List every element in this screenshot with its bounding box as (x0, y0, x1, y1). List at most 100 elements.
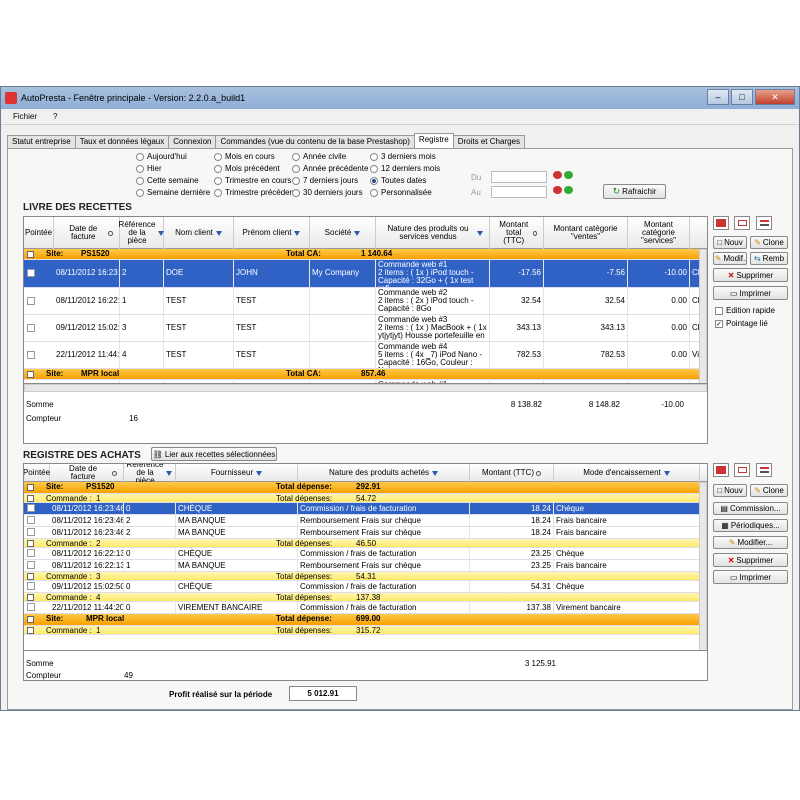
export-icon[interactable] (713, 216, 729, 230)
recettes-supprimer-button[interactable]: ✕ Supprimer (713, 268, 788, 282)
achats-periodiques-button[interactable]: ▦ Périodiques... (713, 519, 788, 532)
recettes-col-header-6[interactable]: Nature des produits ou services vendus (376, 217, 490, 249)
period-radio-col2-1[interactable]: Mois précédent (214, 164, 280, 173)
row-checkbox[interactable] (27, 603, 35, 611)
table-row[interactable]: 08/11/2012 16:22:13 1 MA BANQUE Rembourseme… (24, 560, 707, 572)
filter-icon[interactable] (256, 470, 263, 476)
table-row[interactable]: 08/11/2012 16:22:13 0 CHÈQUE Commission / f… (24, 548, 707, 560)
recettes-site-group[interactable]: Site: MPR local Total CA: 857.46 (24, 369, 707, 380)
tab-taux[interactable]: Taux et données légaux (74, 135, 170, 148)
collapse-icon[interactable] (27, 616, 34, 623)
menu-help[interactable]: ? (53, 112, 58, 121)
recettes-modif-button[interactable]: ✎ Modif. (713, 252, 747, 265)
achats-commande-group[interactable]: Commande : 1 Total dépenses: 54.72 (24, 494, 707, 503)
row-checkbox[interactable] (27, 528, 35, 536)
columns-icon[interactable] (734, 216, 750, 230)
edition-rapide-checkbox[interactable]: Edition rapide (715, 306, 775, 315)
achats-col-header-3[interactable]: Fournisseur (176, 464, 298, 482)
collapse-icon[interactable] (27, 484, 34, 491)
recettes-remb-button[interactable]: ⇆ Remb (750, 252, 788, 265)
table-row[interactable]: 08/11/2012 16:23:46 0 CHÈQUE Commission / f… (24, 503, 707, 515)
radio-circle[interactable] (214, 164, 222, 173)
recettes-col-header-1[interactable]: Date de facture (54, 217, 120, 249)
pointage-lie-checkbox[interactable]: ✓ Pointage lié (715, 319, 768, 328)
search-icon[interactable] (536, 470, 541, 476)
recettes-col-header-9[interactable]: Montant catégorie "services" (628, 217, 690, 249)
period-radio-col3-1[interactable]: Année précédente (292, 164, 368, 173)
table-row[interactable]: 09/11/2012 15:02:503TESTTESTCommande web… (24, 315, 707, 342)
table-row[interactable]: 09/11/2012 15:02:50 0 CHÈQUE Commission / f… (24, 581, 707, 593)
radio-circle[interactable] (370, 176, 378, 185)
recettes-col-header-8[interactable]: Montant catégorie "ventes" (544, 217, 628, 249)
tab-commandes[interactable]: Commandes (vue du contenu de la base Pre… (215, 135, 415, 148)
recettes-imprimer-button[interactable]: ▭ Imprimer (713, 286, 788, 300)
period-radio-col1-2[interactable]: Cette semaine (136, 176, 199, 185)
table-row[interactable]: 22/11/2012 11:44:204TESTTESTCommande web… (24, 342, 707, 369)
collapse-icon[interactable] (27, 495, 34, 502)
collapse-icon[interactable] (27, 627, 34, 634)
table-row[interactable]: 10/09/2008 15:30:441DOEJOHNMy CompanyCom… (24, 380, 707, 383)
period-radio-col4-1[interactable]: 12 derniers mois (370, 164, 440, 173)
filter-icon[interactable] (158, 230, 165, 236)
radio-circle[interactable] (370, 188, 378, 197)
table-row[interactable]: 08/11/2012 16:23:46 2 MA BANQUE Rembourseme… (24, 515, 707, 527)
period-radio-col2-3[interactable]: Trimestre précéden (214, 188, 294, 197)
radio-circle[interactable] (136, 152, 144, 161)
tab-registre[interactable]: Registre (413, 133, 454, 148)
radio-circle[interactable] (292, 164, 300, 173)
achats-col-header-0[interactable]: Pointée (24, 464, 50, 482)
radio-circle[interactable] (292, 188, 300, 197)
search-icon[interactable] (108, 230, 113, 236)
lier-recettes-button[interactable]: ⛓ Lier aux recettes sélectionnées (151, 447, 277, 461)
radio-circle[interactable] (370, 152, 378, 161)
search-icon[interactable] (112, 470, 117, 476)
achats-commande-group[interactable]: Commande : 3 Total dépenses: 54.31 (24, 572, 707, 581)
table-row[interactable]: 08/11/2012 16:23:46 2 MA BANQUE Rembourseme… (24, 527, 707, 539)
achats-columns-icon[interactable] (734, 463, 750, 477)
achats-col-header-5[interactable]: Montant (TTC) (470, 464, 554, 482)
table-row[interactable]: 08/11/2012 16:23:462DOEJOHNMy CompanyCom… (24, 260, 707, 288)
row-checkbox[interactable] (27, 323, 35, 332)
achats-nouv-button[interactable]: □ Nouv (713, 484, 747, 497)
recettes-col-header-0[interactable]: Pointée (24, 217, 54, 249)
date-to-input[interactable] (491, 186, 547, 198)
achats-imprimer-button[interactable]: ▭ Imprimer (713, 570, 788, 584)
recettes-col-header-2[interactable]: Référence de la pièce (119, 217, 165, 249)
row-checkbox[interactable] (27, 350, 35, 359)
recettes-nouv-button[interactable]: □ Nouv (713, 236, 747, 249)
period-radio-col4-3[interactable]: Personnalisée (370, 188, 432, 197)
search-icon[interactable] (533, 230, 537, 236)
achats-col-header-1[interactable]: Date de facture (50, 464, 124, 482)
radio-circle[interactable] (292, 152, 300, 161)
row-checkbox[interactable] (27, 296, 35, 305)
filter-icon[interactable] (663, 470, 670, 476)
period-radio-col3-0[interactable]: Année civile (292, 152, 346, 161)
recettes-h-scrollbar[interactable] (24, 384, 707, 392)
period-radio-col4-0[interactable]: 3 derniers mois (370, 152, 436, 161)
tab-connexion[interactable]: Connexion (168, 135, 217, 148)
period-radio-col4-2[interactable]: Toutes dates (370, 176, 426, 185)
recettes-site-group[interactable]: Site: PS1520 Total CA: 1 140.64 (24, 249, 707, 260)
achats-modifier-button[interactable]: ✎ Modifier... (713, 536, 788, 549)
achats-site-group[interactable]: Site: PS1520 Total dépense: 292.91 (24, 482, 707, 494)
period-radio-col1-0[interactable]: Aujourd'hui (136, 152, 187, 161)
filter-list-icon[interactable] (756, 216, 772, 230)
radio-circle[interactable] (214, 188, 222, 197)
period-radio-col1-1[interactable]: Hier (136, 164, 162, 173)
radio-circle[interactable] (214, 176, 222, 185)
achats-commande-group[interactable]: Commande : 1 Total dépenses: 315.72 (24, 626, 707, 635)
radio-circle[interactable] (136, 176, 144, 185)
recettes-v-scrollbar[interactable] (699, 249, 707, 383)
filter-icon[interactable] (477, 230, 483, 236)
achats-v-scrollbar[interactable] (699, 482, 707, 650)
tab-statut[interactable]: Statut entreprise (7, 135, 76, 148)
achats-col-header-2[interactable]: Référence de la pièce (124, 464, 176, 485)
radio-circle[interactable] (136, 164, 144, 173)
filter-icon[interactable] (432, 470, 439, 476)
radio-circle[interactable] (370, 164, 378, 173)
radio-circle[interactable] (136, 188, 144, 197)
radio-circle[interactable] (214, 152, 222, 161)
row-checkbox[interactable] (27, 582, 35, 590)
achats-supprimer-button[interactable]: ✕ Supprimer (713, 553, 788, 567)
achats-commission-button[interactable]: ▤ Commission... (713, 502, 788, 515)
